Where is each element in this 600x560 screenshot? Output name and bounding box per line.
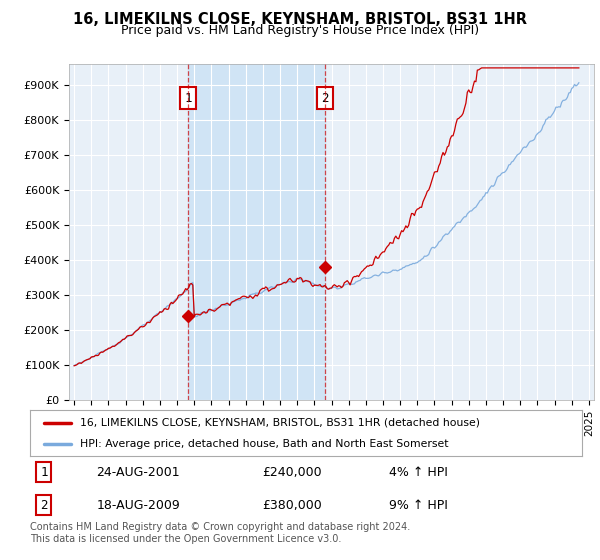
- Text: 16, LIMEKILNS CLOSE, KEYNSHAM, BRISTOL, BS31 1HR: 16, LIMEKILNS CLOSE, KEYNSHAM, BRISTOL, …: [73, 12, 527, 27]
- Text: 1: 1: [40, 465, 47, 479]
- Text: £380,000: £380,000: [262, 498, 322, 512]
- Text: 16, LIMEKILNS CLOSE, KEYNSHAM, BRISTOL, BS31 1HR (detached house): 16, LIMEKILNS CLOSE, KEYNSHAM, BRISTOL, …: [80, 418, 479, 428]
- Text: 18-AUG-2009: 18-AUG-2009: [96, 498, 180, 512]
- Text: Price paid vs. HM Land Registry's House Price Index (HPI): Price paid vs. HM Land Registry's House …: [121, 24, 479, 37]
- Text: £240,000: £240,000: [262, 465, 322, 479]
- Bar: [188, 64, 325, 400]
- Text: HPI: Average price, detached house, Bath and North East Somerset: HPI: Average price, detached house, Bath…: [80, 439, 448, 449]
- Text: 4% ↑ HPI: 4% ↑ HPI: [389, 465, 448, 479]
- Text: Contains HM Land Registry data © Crown copyright and database right 2024.
This d: Contains HM Land Registry data © Crown c…: [30, 522, 410, 544]
- Text: 24-AUG-2001: 24-AUG-2001: [96, 465, 180, 479]
- Text: 2: 2: [40, 498, 47, 512]
- Text: 1: 1: [184, 91, 191, 105]
- Text: 9% ↑ HPI: 9% ↑ HPI: [389, 498, 448, 512]
- Text: 2: 2: [322, 91, 329, 105]
